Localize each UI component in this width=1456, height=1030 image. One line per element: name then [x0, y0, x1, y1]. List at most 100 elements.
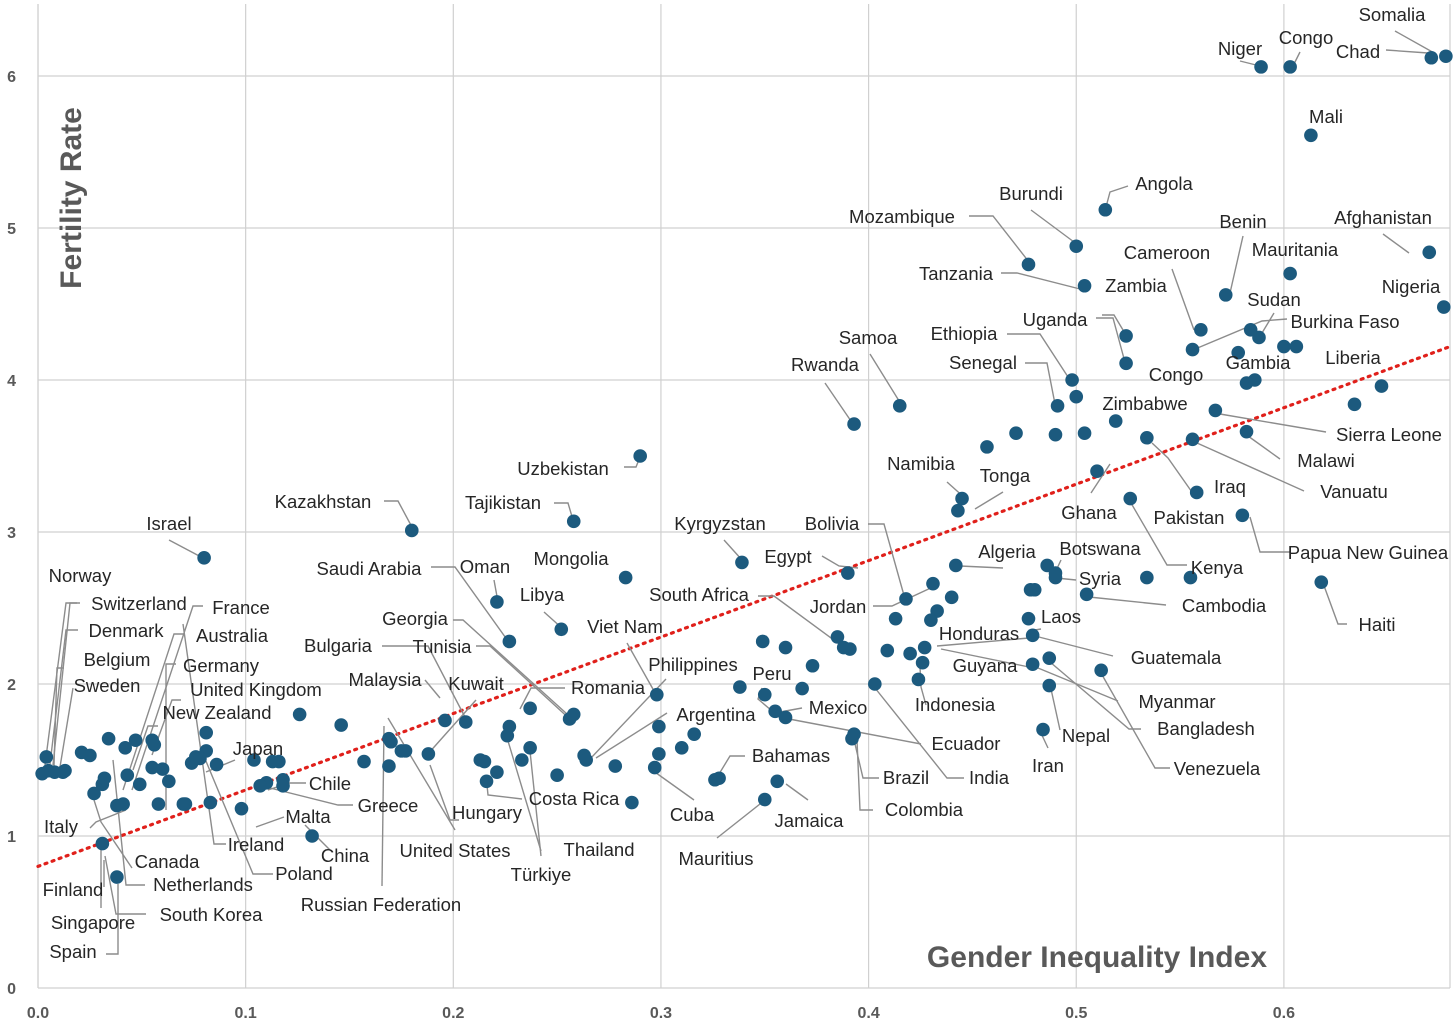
data-label: Congo	[1279, 27, 1334, 48]
data-point	[1098, 202, 1113, 217]
data-point	[1065, 373, 1079, 387]
data-point	[647, 760, 662, 775]
data-label: Belgium	[84, 649, 151, 670]
data-point	[735, 555, 749, 570]
data-point	[652, 719, 666, 734]
data-point	[155, 762, 170, 776]
data-point	[625, 795, 639, 810]
data-label: Angola	[1135, 173, 1193, 194]
data-point	[1119, 356, 1133, 371]
data-label: Peru	[752, 663, 791, 684]
data-label: Tonga	[980, 465, 1031, 486]
data-point	[490, 595, 504, 609]
leader-line	[387, 717, 456, 831]
data-point	[550, 768, 564, 782]
leader-line	[869, 353, 902, 405]
data-point	[305, 829, 319, 843]
data-point	[193, 751, 207, 766]
data-point	[1123, 491, 1138, 506]
data-point	[458, 715, 473, 729]
data-label: Cambodia	[1182, 595, 1267, 616]
data-point	[980, 440, 994, 454]
leader-line	[1171, 268, 1195, 331]
data-point	[778, 710, 793, 725]
leader-line	[429, 764, 459, 821]
data-point	[357, 754, 371, 769]
data-label: Malawi	[1297, 450, 1355, 471]
leader-line	[940, 648, 1030, 668]
data-label: Hungary	[452, 802, 523, 823]
data-label: Gambia	[1226, 352, 1291, 373]
data-point	[197, 551, 211, 565]
data-label: Bolivia	[805, 513, 860, 534]
data-point	[1140, 430, 1154, 445]
data-label: Myanmar	[1138, 691, 1215, 712]
data-point	[87, 786, 101, 801]
data-label: Nepal	[1062, 725, 1110, 746]
leader-line	[874, 687, 964, 779]
leader-line	[381, 725, 385, 887]
data-label: Thailand	[564, 839, 635, 860]
data-label: Afghanistan	[1334, 207, 1432, 228]
data-point	[110, 798, 124, 813]
data-label: Sweden	[74, 675, 141, 696]
data-point	[608, 759, 623, 773]
data-points	[35, 49, 1453, 884]
data-label: Uzbekistan	[517, 458, 609, 479]
data-point	[1025, 657, 1040, 672]
data-label: Uganda	[1023, 309, 1089, 330]
leader-line	[1219, 413, 1327, 433]
leader-line	[1385, 49, 1429, 54]
data-point	[1009, 426, 1023, 441]
data-point	[83, 748, 97, 763]
data-point	[554, 622, 569, 637]
leader-line	[1261, 312, 1275, 334]
axis-ticks: 0.0 0.1 0.2 0.3 0.4 0.5 0.6 0 1 2 3 4 5 6	[7, 69, 1295, 1022]
leader-line	[716, 799, 766, 839]
data-point	[265, 754, 280, 769]
leader-line	[554, 502, 574, 521]
data-label: Finland	[43, 879, 104, 900]
leader-line	[1229, 235, 1244, 294]
data-point	[292, 707, 307, 722]
data-label: Australia	[196, 625, 269, 646]
data-point	[579, 753, 593, 767]
data-point	[868, 677, 882, 691]
leader-line	[131, 605, 203, 791]
y-tick-label: 6	[7, 69, 16, 86]
x-axis-title: Gender Inequality Index	[927, 941, 1267, 974]
data-point	[438, 713, 452, 728]
data-label: Malta	[285, 806, 331, 827]
data-label: Spain	[49, 941, 96, 962]
data-point	[1304, 128, 1318, 143]
leader-line	[1187, 318, 1288, 353]
data-point	[1079, 587, 1094, 602]
data-point	[1050, 399, 1065, 413]
leader-line	[431, 566, 509, 642]
data-label: South Korea	[160, 904, 264, 925]
data-label: India	[969, 767, 1010, 788]
data-label: Bangladesh	[1157, 718, 1255, 739]
data-point	[847, 417, 861, 431]
data-point	[755, 634, 770, 649]
data-point	[1374, 379, 1389, 393]
data-point	[95, 836, 110, 851]
y-tick-label: 0	[7, 981, 16, 998]
data-point	[1108, 414, 1123, 428]
y-axis-title: Fertility Rate	[55, 107, 88, 289]
data-label: Denmark	[88, 620, 164, 641]
leader-line	[1037, 667, 1119, 702]
data-point	[1090, 464, 1104, 479]
data-label: Poland	[275, 863, 333, 884]
data-point	[515, 753, 529, 767]
data-point	[1021, 257, 1036, 272]
leader-line	[202, 753, 273, 875]
data-label: Libya	[520, 584, 565, 605]
leader-line	[132, 725, 158, 771]
data-label: Saudi Arabia	[317, 558, 423, 579]
data-label: Laos	[1041, 606, 1081, 627]
data-label: Mali	[1309, 106, 1343, 127]
data-label: Indonesia	[915, 694, 996, 715]
data-point	[847, 727, 861, 741]
data-point	[1077, 426, 1092, 441]
